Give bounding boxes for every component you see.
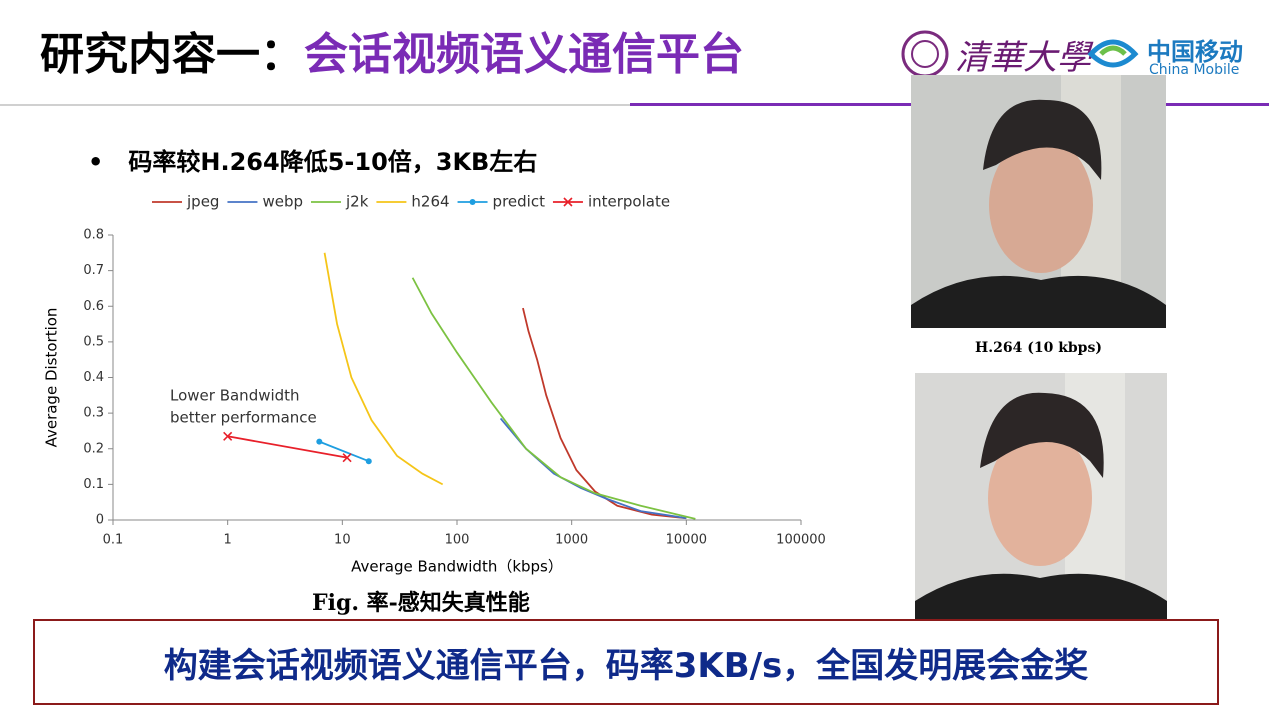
point-marker bbox=[316, 438, 323, 445]
legend-label: predict bbox=[493, 193, 546, 211]
slide-title: 研究内容一：会话视频语义通信平台 bbox=[40, 18, 744, 82]
title-main: 会话视频语义通信平台 bbox=[304, 29, 744, 80]
company-logo: 中国移动 bbox=[1147, 38, 1243, 66]
y-tick-label: 0.2 bbox=[83, 441, 104, 456]
series-line bbox=[499, 417, 687, 520]
university-logo: 清華大學 bbox=[955, 38, 1091, 78]
x-tick-label: 10 bbox=[334, 533, 351, 548]
banner: 构建会话视频语义通信平台，码率3KB/s，全国发明展会金奖 bbox=[33, 619, 1219, 705]
x-tick-label: 0.1 bbox=[103, 533, 124, 548]
annotation: Lower Bandwidth bbox=[170, 387, 300, 405]
x-tick-label: 10000 bbox=[666, 533, 707, 548]
point-marker bbox=[342, 453, 352, 463]
series-line bbox=[323, 252, 444, 486]
company-logo-en: China Mobile bbox=[1149, 62, 1240, 78]
point-marker bbox=[365, 458, 372, 465]
legend-label: j2k bbox=[345, 193, 369, 211]
legend-label: interpolate bbox=[588, 193, 670, 211]
annotation: better performance bbox=[170, 409, 317, 427]
video-caption: H.264 (10 kbps) bbox=[975, 340, 1102, 356]
y-tick-label: 0.7 bbox=[83, 263, 104, 278]
x-axis-label: Average Bandwidth（kbps） bbox=[351, 558, 563, 576]
y-tick-label: 0.6 bbox=[83, 299, 104, 314]
legend-label: jpeg bbox=[186, 193, 219, 211]
university-emblem bbox=[901, 30, 949, 78]
legend-marker bbox=[563, 197, 573, 207]
figure-caption: Fig. 率-感知失真性能 bbox=[312, 590, 530, 616]
chart: 0 0.1 0.2 0.3 0.4 0.5 0.6 0.7 0.8 0.1 1 10 100 1000 10… bbox=[43, 193, 826, 576]
series-line bbox=[318, 440, 370, 463]
series-line bbox=[227, 435, 348, 459]
series-line bbox=[522, 307, 687, 520]
bullet: • 码率较H.264降低5-10倍，3KB左右 bbox=[88, 148, 538, 176]
title-prefix: 研究内容一： bbox=[40, 29, 304, 80]
video-frame-semantic bbox=[915, 373, 1167, 623]
x-tick-label: 1 bbox=[224, 533, 232, 548]
y-tick-label: 0.1 bbox=[83, 477, 104, 492]
point-marker bbox=[223, 431, 233, 441]
header-rule bbox=[0, 104, 630, 106]
company-emblem bbox=[1087, 39, 1139, 68]
x-tick-label: 100 bbox=[445, 533, 470, 548]
x-tick-label: 1000 bbox=[555, 533, 588, 548]
y-tick-label: 0.8 bbox=[83, 228, 104, 243]
legend-marker bbox=[469, 199, 476, 205]
y-tick-label: 0.5 bbox=[83, 334, 104, 349]
y-axis-label: Average Distortion bbox=[43, 308, 61, 448]
series-line bbox=[411, 277, 696, 520]
y-tick-label: 0 bbox=[96, 513, 104, 528]
legend-label: h264 bbox=[411, 193, 449, 211]
x-tick-label: 100000 bbox=[776, 533, 826, 548]
legend-label: webp bbox=[262, 193, 303, 211]
y-tick-label: 0.4 bbox=[83, 370, 104, 385]
y-tick-label: 0.3 bbox=[83, 406, 104, 421]
video-frame-h264 bbox=[911, 75, 1166, 328]
bullet-text: 码率较H.264降低5-10倍，3KB左右 bbox=[128, 148, 538, 176]
